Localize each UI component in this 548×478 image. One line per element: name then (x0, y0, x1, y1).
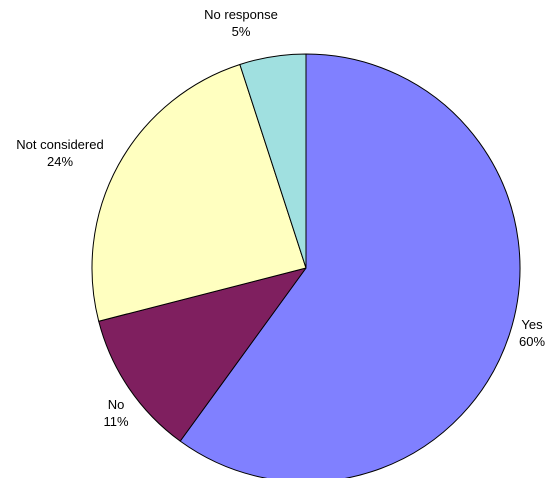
pie-label-no-response: No response 5% (204, 7, 278, 39)
pie-slice-no-response (239, 53, 307, 269)
pie-slice-not-considered (91, 63, 307, 322)
pie-label-no: No 11% (103, 397, 128, 429)
pie-label-percent: 5% (232, 24, 251, 39)
pie-label-not-considered: Not considered 24% (16, 137, 103, 169)
pie-label-name: No (108, 397, 125, 412)
pie-slices (91, 53, 521, 478)
pie-label-yes: Yes 60% (519, 317, 545, 349)
pie-slice-yes (179, 53, 521, 478)
pie-label-name: Yes (521, 317, 543, 332)
pie-label-percent: 11% (103, 414, 128, 429)
pie-label-percent: 60% (519, 334, 545, 349)
pie-slice-no (98, 267, 307, 442)
pie-label-percent: 24% (47, 154, 73, 169)
pie-label-name: No response (204, 7, 278, 22)
pie-label-name: Not considered (16, 137, 103, 152)
pie-labels: Yes 60% No 11% Not considered 24% No response 5… (16, 7, 545, 429)
